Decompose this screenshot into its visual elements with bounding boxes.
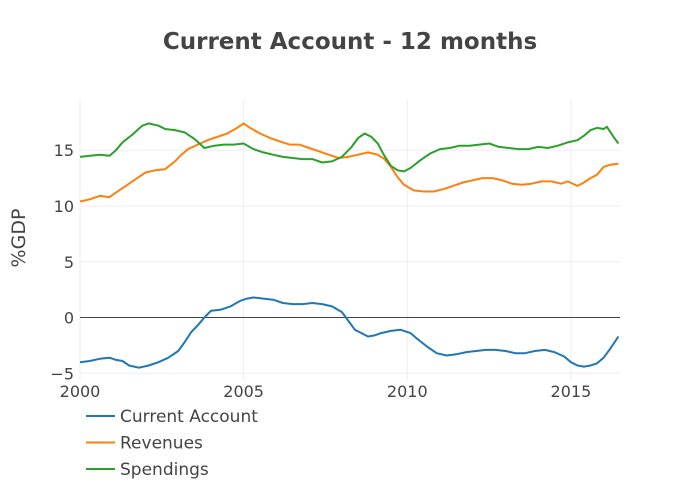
legend-label: Revenues (120, 434, 203, 454)
x-tick-label: 2010 (387, 382, 428, 401)
y-tick-label: 15 (54, 141, 74, 160)
x-axis-ticks: 2000 2005 2010 2015 (60, 382, 592, 401)
y-tick-label: 5 (64, 253, 74, 272)
y-tick-label: 0 (64, 309, 74, 328)
legend-item: Spendings (86, 460, 209, 480)
y-tick-label: −5 (50, 364, 74, 383)
x-tick-label: 2005 (223, 382, 264, 401)
chart-title: Current Account - 12 months (163, 29, 537, 55)
legend-item: Revenues (86, 434, 203, 454)
y-axis-ticks: −5 0 5 10 15 (50, 141, 74, 383)
series-layer (79, 122, 620, 369)
legend-item: Current Account (86, 407, 258, 427)
series-line-spendings (79, 122, 620, 173)
series-line-current-account (79, 296, 620, 369)
y-axis-label: %GDP (8, 209, 30, 268)
legend: Current Account Revenues Spendings (86, 407, 258, 480)
legend-label: Spendings (120, 460, 209, 480)
gridlines (79, 100, 620, 380)
legend-label: Current Account (120, 407, 258, 427)
x-tick-label: 2015 (551, 382, 592, 401)
y-tick-label: 10 (54, 197, 74, 216)
series-line-revenues (79, 122, 619, 203)
x-tick-label: 2000 (60, 382, 101, 401)
